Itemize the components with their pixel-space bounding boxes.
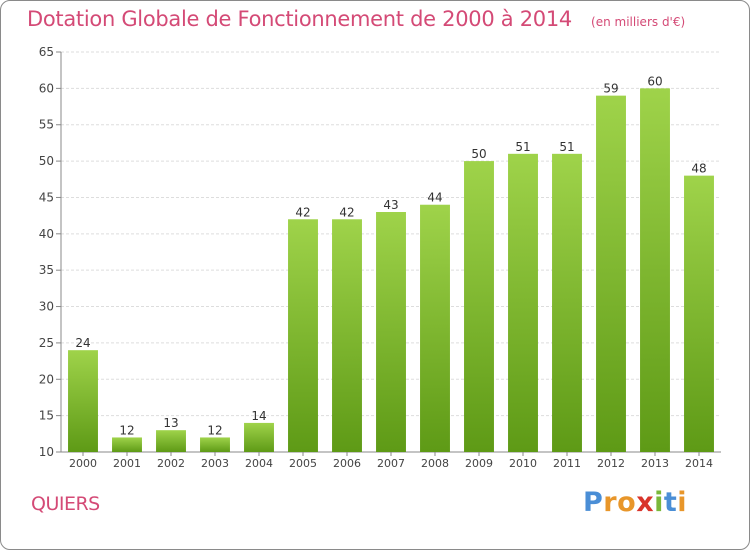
chart-title: Dotation Globale de Fonctionnement de 20… bbox=[27, 7, 572, 31]
bar-2007 bbox=[376, 212, 406, 452]
data-label-2000: 24 bbox=[75, 336, 90, 350]
title-row: Dotation Globale de Fonctionnement de 20… bbox=[27, 7, 685, 31]
bar-2005 bbox=[288, 219, 318, 452]
x-tick-label: 2008 bbox=[421, 457, 449, 470]
x-tick-label: 2014 bbox=[685, 457, 713, 470]
data-label-2009: 50 bbox=[471, 147, 486, 161]
bar-2000 bbox=[68, 350, 98, 452]
x-tick-label: 2010 bbox=[509, 457, 537, 470]
x-tick-label: 2006 bbox=[333, 457, 361, 470]
bars bbox=[68, 88, 714, 453]
y-tick-label: 40 bbox=[39, 227, 54, 241]
x-tick-label: 2002 bbox=[157, 457, 185, 470]
data-label-2008: 44 bbox=[427, 191, 442, 205]
y-tick-label: 65 bbox=[39, 45, 54, 59]
y-tick-label: 45 bbox=[39, 190, 54, 204]
data-label-2013: 60 bbox=[647, 74, 662, 88]
data-label-2007: 43 bbox=[383, 198, 398, 212]
logo-letter: r bbox=[603, 487, 618, 518]
x-tick-label: 2000 bbox=[69, 457, 97, 470]
y-tick-label: 15 bbox=[39, 409, 54, 423]
logo-letter: i bbox=[677, 487, 688, 518]
bar-2010 bbox=[508, 153, 538, 452]
x-tick-label: 2012 bbox=[597, 457, 625, 470]
x-axis: 2000 2001 2002 2003 2004 2005 2006 2007 2008 2009… bbox=[69, 452, 713, 470]
y-tick-label: 50 bbox=[39, 154, 54, 168]
bar-2004 bbox=[244, 422, 274, 452]
bar-2006 bbox=[332, 219, 362, 452]
data-label-2012: 59 bbox=[603, 82, 618, 96]
chart-subtitle: (en milliers d'€) bbox=[591, 15, 686, 29]
y-tick-label: 20 bbox=[39, 372, 54, 386]
data-label-2010: 51 bbox=[515, 140, 530, 154]
y-tick-label: 55 bbox=[39, 118, 54, 132]
bar-2014 bbox=[684, 175, 714, 453]
data-label-2005: 42 bbox=[295, 205, 310, 219]
data-label-2006: 42 bbox=[339, 205, 354, 219]
bar-2013 bbox=[640, 88, 670, 452]
bar-2009 bbox=[464, 161, 494, 452]
data-label-2002: 13 bbox=[163, 416, 178, 430]
logo-letter: i bbox=[654, 487, 664, 518]
bar-2003 bbox=[200, 437, 230, 452]
y-tick-label: 25 bbox=[39, 336, 54, 350]
y-tick-label: 35 bbox=[39, 263, 54, 277]
logo-letter: o bbox=[617, 487, 637, 518]
bar-2011 bbox=[552, 153, 582, 452]
x-tick-label: 2011 bbox=[553, 457, 581, 470]
bar-2002 bbox=[156, 430, 186, 452]
x-tick-label: 2004 bbox=[245, 457, 273, 470]
x-tick-label: 2013 bbox=[641, 457, 669, 470]
data-label-2004: 14 bbox=[251, 409, 266, 423]
town-name: QUIERS bbox=[31, 493, 100, 515]
data-label-2003: 12 bbox=[207, 423, 222, 437]
y-tick-label: 60 bbox=[39, 81, 54, 95]
bar-2008 bbox=[420, 204, 450, 452]
logo-letter: x bbox=[636, 487, 655, 518]
x-tick-label: 2001 bbox=[113, 457, 141, 470]
logo-letter: P bbox=[583, 487, 604, 518]
logo-letter: t bbox=[663, 487, 678, 518]
x-tick-label: 2005 bbox=[289, 457, 317, 470]
data-labels: 24 12 13 12 14 42 42 43 44 50 51 51 59 60 48 bbox=[75, 74, 706, 437]
data-label-2011: 51 bbox=[559, 140, 574, 154]
bar-2001 bbox=[112, 437, 142, 452]
y-tick-label: 10 bbox=[39, 445, 54, 459]
data-label-2014: 48 bbox=[691, 162, 706, 176]
data-label-2001: 12 bbox=[119, 423, 134, 437]
x-tick-label: 2007 bbox=[377, 457, 405, 470]
y-tick-label: 30 bbox=[39, 300, 54, 314]
bar-2012 bbox=[596, 95, 626, 453]
proxiti-logo[interactable]: Proxiti bbox=[583, 487, 687, 518]
x-tick-label: 2009 bbox=[465, 457, 493, 470]
x-tick-label: 2003 bbox=[201, 457, 229, 470]
